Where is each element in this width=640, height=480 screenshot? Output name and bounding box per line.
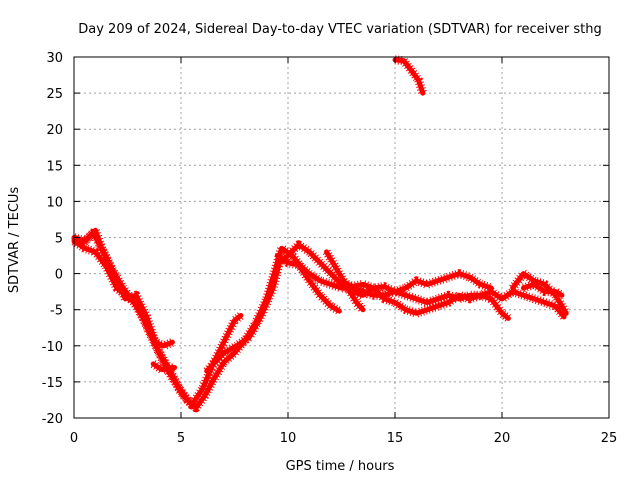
y-tick-label: -20 [42,412,63,427]
series-track-i-markers [509,269,571,316]
x-tick-label: 15 [387,431,404,446]
y-tick-label: 0 [55,268,63,283]
y-tick-label: 20 [46,123,63,138]
series-track-e [204,242,511,374]
series-layer [71,55,571,413]
series-track-h-markers [339,269,493,297]
y-tick-label: 15 [46,159,63,174]
y-tick-label: -5 [50,304,63,319]
x-tick-label: 10 [280,431,297,446]
x-tick-label: 0 [70,431,78,446]
y-tick-label: 5 [55,232,63,247]
y-tick-label: -15 [42,376,63,391]
y-tick-label: 25 [46,87,63,102]
series-track-c-markers [72,225,175,351]
x-axis-label: GPS time / hours [286,459,395,474]
axis-ticks: 0 5 10 15 20 25 -20 -15 -10 -5 0 5 10 15 20 25 30 [42,51,618,446]
x-tick-label: 25 [601,431,618,446]
x-tick-label: 20 [494,431,511,446]
series-track-k [392,57,426,96]
series-track-j-markers [521,279,565,300]
y-axis-label: SDTVAR / TECUs [7,187,22,294]
series-track-b-markers [71,237,244,410]
series-track-f-markers [274,251,342,315]
y-tick-label: 30 [46,51,63,66]
x-tick-label: 5 [177,431,185,446]
y-tick-label: -10 [42,340,63,355]
chart-title: Day 209 of 2024, Sidereal Day-to-day VTE… [78,22,602,37]
y-tick-label: 10 [46,195,63,210]
series-track-d-markers [150,360,176,375]
